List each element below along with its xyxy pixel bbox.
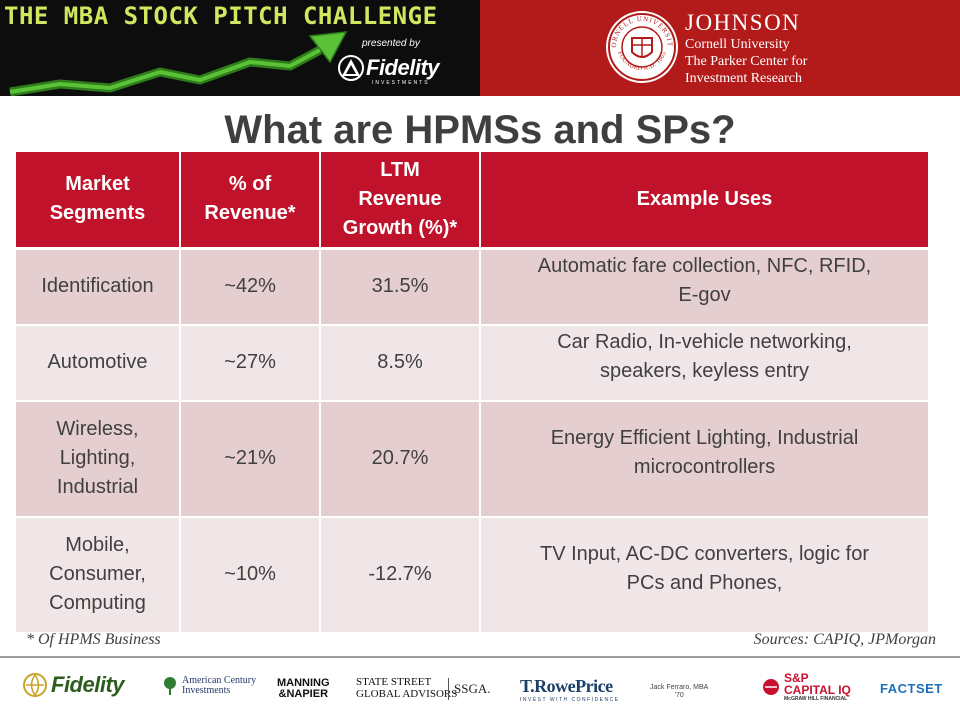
challenge-title: THE MBA STOCK PITCH CHALLENGE bbox=[4, 2, 438, 30]
table-row: Wireless, Lighting, Industrial ~21% 20.7… bbox=[16, 400, 928, 518]
segment-line: Mobile, bbox=[65, 534, 130, 556]
american-century-line-1: American Century bbox=[182, 675, 257, 686]
tree-icon bbox=[164, 677, 176, 695]
sponsor-american-century: American Century Investments bbox=[162, 676, 256, 696]
segment-line: Identification bbox=[41, 275, 154, 297]
uses-line: PCs and Phones, bbox=[626, 571, 783, 594]
sponsor-manning-napier: MANNING &NAPIER bbox=[277, 678, 330, 700]
uses-cell: Energy Efficient Lighting, Industrial mi… bbox=[480, 400, 928, 518]
fidelity-logo: Fidelity INVESTMENTS bbox=[336, 54, 440, 86]
revenue-cell: ~10% bbox=[180, 516, 321, 634]
credit-line-1: Jack Ferraro, MBA bbox=[650, 684, 709, 691]
sources-note: Sources: CAPIQ, JPMorgan bbox=[753, 631, 936, 648]
trowe-tagline: INVEST WITH CONFIDENCE bbox=[520, 697, 620, 703]
uses-line: Car Radio, In-vehicle networking, bbox=[557, 330, 852, 353]
banner: THE MBA STOCK PITCH CHALLENGE presented … bbox=[0, 0, 960, 96]
segments-table: Market Segments % of Revenue* LTM Revenu… bbox=[16, 152, 928, 634]
header-line: Segments bbox=[49, 202, 146, 225]
header-line: % of bbox=[228, 173, 272, 196]
header-line: LTM bbox=[380, 158, 420, 181]
sp-line-1: S&P bbox=[784, 671, 809, 685]
table-row: Mobile, Consumer, Computing ~10% -12.7% … bbox=[16, 516, 928, 634]
ssga-wordmark: SSGA. bbox=[454, 681, 491, 696]
header-line: Revenue* bbox=[204, 202, 296, 225]
segment-cell: Wireless, Lighting, Industrial bbox=[16, 400, 181, 518]
header-revenue-share: % of Revenue* bbox=[180, 152, 321, 250]
revenue-cell: ~27% bbox=[180, 324, 321, 402]
growth-cell: 31.5% bbox=[320, 248, 481, 326]
sp-line-3: McGRAW HILL FINANCIAL bbox=[784, 696, 848, 702]
rising-arrow-icon bbox=[9, 31, 348, 96]
growth-cell: -12.7% bbox=[320, 516, 481, 634]
presented-by-label: presented by bbox=[362, 38, 420, 49]
johnson-line-3: Investment Research bbox=[685, 71, 803, 86]
state-street-line-1: STATE STREET bbox=[356, 676, 432, 688]
growth-cell: 20.7% bbox=[320, 400, 481, 518]
fidelity-globe-icon bbox=[23, 673, 47, 697]
uses-line: microcontrollers bbox=[633, 455, 776, 478]
sponsor-ssga: SSGA. bbox=[448, 678, 491, 700]
johnson-banner: CORNELL UNIVERSITY FOUNDED A.D. 1865 JOH… bbox=[480, 0, 960, 96]
sp-globe-icon bbox=[763, 679, 779, 695]
uses-line: Energy Efficient Lighting, Industrial bbox=[550, 426, 859, 449]
uses-line: speakers, keyless entry bbox=[600, 359, 809, 382]
table-row: Identification ~42% 31.5% Automatic fare… bbox=[16, 248, 928, 326]
header-line: Market bbox=[65, 173, 130, 196]
segment-line: Lighting, bbox=[59, 447, 136, 469]
fidelity-tagline: INVESTMENTS bbox=[372, 80, 430, 86]
johnson-name: JOHNSON bbox=[685, 10, 801, 35]
revenue-cell: ~21% bbox=[180, 400, 321, 518]
header-ltm-growth: LTM Revenue Growth (%)* bbox=[320, 152, 481, 250]
johnson-brand: JOHNSON Cornell University The Parker Ce… bbox=[685, 10, 807, 87]
challenge-banner: THE MBA STOCK PITCH CHALLENGE presented … bbox=[0, 0, 480, 96]
header-example-uses: Example Uses bbox=[480, 152, 928, 250]
american-century-line-2: Investments bbox=[182, 685, 231, 696]
ssga-divider bbox=[448, 678, 449, 700]
sponsor-state-street: STATE STREET GLOBAL ADVISORS bbox=[356, 676, 457, 700]
sponsor-sp-capital-iq: S&P CAPITAL IQ McGRAW HILL FINANCIAL bbox=[762, 672, 851, 702]
trowe-wordmark: T.RowePrice bbox=[520, 676, 613, 696]
header-market-segments: Market Segments bbox=[16, 152, 181, 250]
footer-divider bbox=[0, 656, 960, 658]
johnson-line-1: Cornell University bbox=[685, 37, 790, 52]
header-line: Example Uses bbox=[636, 187, 773, 210]
manning-line-1: MANNING bbox=[277, 677, 330, 689]
revenue-cell: ~42% bbox=[180, 248, 321, 326]
segment-cell: Automotive bbox=[16, 324, 181, 402]
segment-line: Industrial bbox=[56, 476, 139, 498]
uses-line: E-gov bbox=[678, 283, 731, 306]
sponsor-fidelity: Fidelity bbox=[22, 672, 125, 698]
fidelity-pyramid-icon bbox=[338, 55, 364, 81]
credit-note: Jack Ferraro, MBA '70 bbox=[650, 684, 708, 700]
header-line: Revenue bbox=[358, 187, 442, 210]
uses-line: TV Input, AC-DC converters, logic for bbox=[539, 542, 869, 565]
growth-cell: 8.5% bbox=[320, 324, 481, 402]
segment-line: Computing bbox=[49, 592, 146, 614]
uses-cell: Car Radio, In-vehicle networking, speake… bbox=[480, 324, 928, 402]
segment-line: Automotive bbox=[47, 351, 148, 373]
page-title: What are HPMSs and SPs? bbox=[224, 108, 736, 152]
sponsor-factset: FACTSET bbox=[880, 681, 943, 696]
sponsor-fidelity-wordmark: Fidelity bbox=[51, 672, 125, 697]
sp-line-2: CAPITAL IQ bbox=[784, 683, 851, 697]
segment-line: Consumer, bbox=[49, 563, 146, 585]
cornell-seal-icon: CORNELL UNIVERSITY FOUNDED A.D. 1865 bbox=[604, 8, 678, 83]
segment-cell: Identification bbox=[16, 248, 181, 326]
sponsor-t-rowe-price: T.RowePrice INVEST WITH CONFIDENCE bbox=[520, 676, 620, 703]
manning-line-2: &NAPIER bbox=[278, 688, 329, 700]
uses-cell: Automatic fare collection, NFC, RFID, E-… bbox=[480, 248, 928, 326]
credit-line-2: '70 bbox=[674, 692, 684, 699]
uses-cell: TV Input, AC-DC converters, logic for PC… bbox=[480, 516, 928, 634]
footnote: * Of HPMS Business bbox=[26, 631, 161, 648]
segment-line: Wireless, bbox=[56, 418, 139, 440]
segment-cell: Mobile, Consumer, Computing bbox=[16, 516, 181, 634]
table-row: Automotive ~27% 8.5% Car Radio, In-vehic… bbox=[16, 324, 928, 402]
fidelity-wordmark: Fidelity bbox=[366, 55, 440, 80]
johnson-line-2: The Parker Center for bbox=[685, 54, 808, 69]
uses-line: Automatic fare collection, NFC, RFID, bbox=[537, 254, 872, 277]
table-header-row: Market Segments % of Revenue* LTM Revenu… bbox=[16, 152, 928, 250]
header-line: Growth (%)* bbox=[342, 216, 458, 239]
state-street-line-2: GLOBAL ADVISORS bbox=[356, 688, 458, 700]
